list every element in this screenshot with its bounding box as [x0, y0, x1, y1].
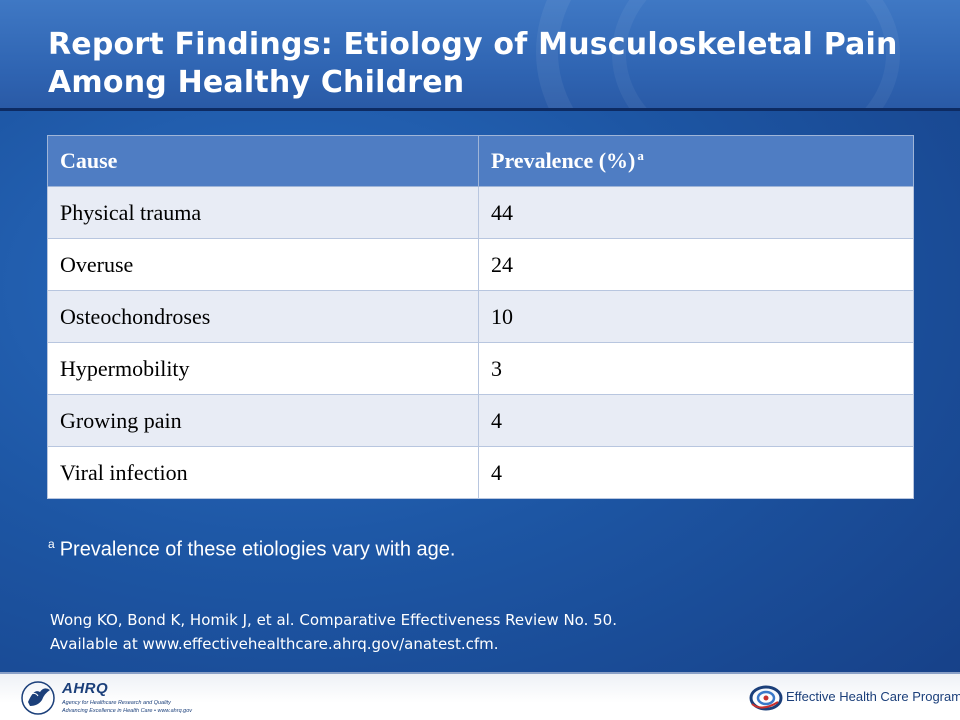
- cell-cause: Growing pain: [47, 394, 479, 447]
- table-header-row: Cause Prevalence (%) a: [47, 135, 914, 187]
- ahrq-tagline: Advancing Excellence in Health Care • ww…: [62, 708, 193, 714]
- table-row: Viral infection 4: [47, 446, 914, 499]
- hhs-eagle-icon: [21, 681, 55, 715]
- ehc-program-icon: [749, 685, 783, 711]
- title-band: Report Findings: Etiology of Musculoskel…: [0, 0, 960, 111]
- column-header-cause: Cause: [47, 135, 479, 187]
- cell-cause: Viral infection: [47, 446, 479, 499]
- footnote-marker: a: [637, 147, 644, 163]
- cell-prevalence: 10: [478, 290, 914, 343]
- table-row: Osteochondroses 10: [47, 290, 914, 343]
- cell-prevalence: 4: [478, 446, 914, 499]
- footnote: a Prevalence of these etiologies vary wit…: [48, 537, 455, 562]
- citation: Wong KO, Bond K, Homik J, et al. Compara…: [50, 608, 617, 656]
- ahrq-full-name: Agency for Healthcare Research and Quali…: [62, 700, 171, 706]
- column-header-prevalence: Prevalence (%) a: [478, 135, 914, 187]
- ahrq-wordmark: AHRQ: [62, 680, 109, 697]
- citation-line-2: Available at www.effectivehealthcare.ahr…: [50, 635, 499, 653]
- cell-prevalence: 24: [478, 238, 914, 291]
- cell-cause: Overuse: [47, 238, 479, 291]
- footnote-text: Prevalence of these etiologies vary with…: [59, 538, 456, 561]
- findings-table: Cause Prevalence (%) a Physical trauma 44…: [47, 135, 914, 499]
- ehc-program-label: Effective Health Care Program: [786, 689, 960, 704]
- decorative-swoosh: [536, 0, 960, 108]
- slide-title: Report Findings: Etiology of Musculoskel…: [48, 27, 898, 100]
- citation-line-1: Wong KO, Bond K, Homik J, et al. Compara…: [50, 611, 617, 629]
- ahrq-logo: AHRQ Agency for Healthcare Research and …: [62, 680, 212, 716]
- cell-prevalence: 4: [478, 394, 914, 447]
- table-row: Physical trauma 44: [47, 186, 914, 239]
- cell-prevalence: 3: [478, 342, 914, 395]
- table-row: Hypermobility 3: [47, 342, 914, 395]
- table-row: Growing pain 4: [47, 394, 914, 447]
- cell-prevalence: 44: [478, 186, 914, 239]
- cell-cause: Hypermobility: [47, 342, 479, 395]
- cell-cause: Osteochondroses: [47, 290, 479, 343]
- cell-cause: Physical trauma: [47, 186, 479, 239]
- footer-bar: AHRQ Agency for Healthcare Research and …: [0, 672, 960, 720]
- footnote-marker: a: [48, 537, 55, 551]
- table-row: Overuse 24: [47, 238, 914, 291]
